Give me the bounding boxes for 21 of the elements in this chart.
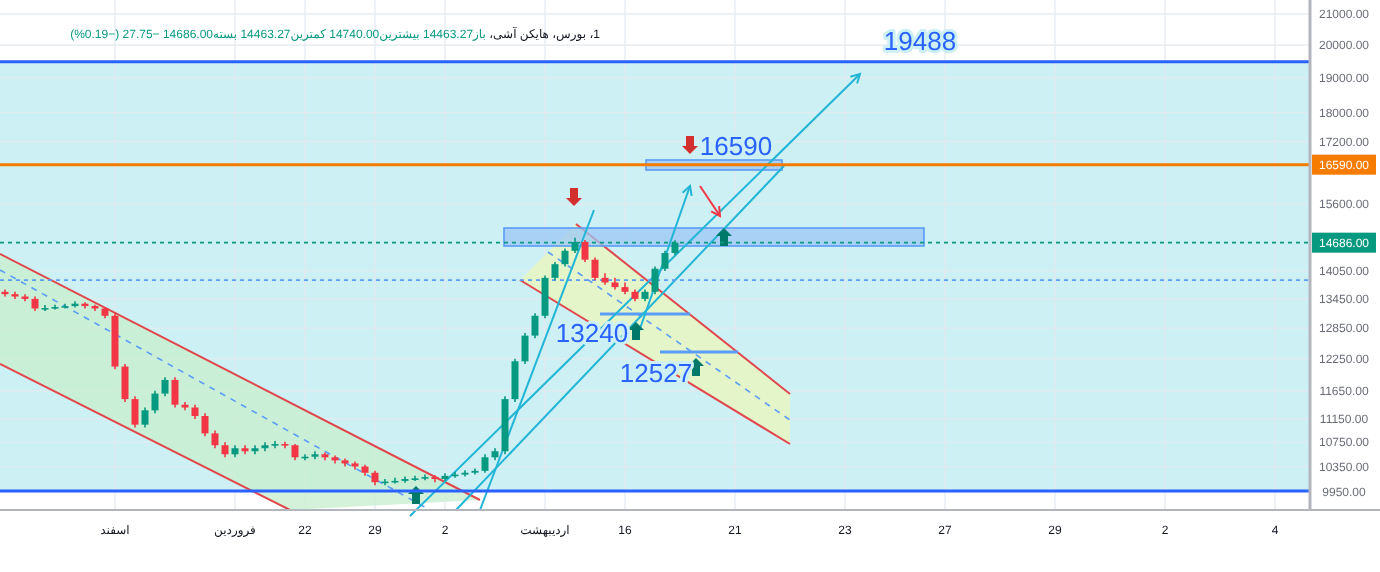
candlestick <box>551 261 559 281</box>
annotation: 16590 <box>699 130 773 161</box>
candlestick <box>201 412 209 438</box>
candlestick <box>151 390 159 414</box>
annotation: 19488 <box>883 25 957 56</box>
candlestick <box>511 357 519 403</box>
candlestick <box>481 453 489 474</box>
candlestick <box>471 467 479 476</box>
candlestick <box>581 239 589 263</box>
candlestick <box>591 256 599 281</box>
candlestick <box>531 312 539 339</box>
candlestick <box>431 474 439 483</box>
candlestick <box>661 250 669 272</box>
candlestick <box>141 406 149 429</box>
candlestick <box>131 395 139 429</box>
candlestick <box>161 376 169 398</box>
candlestick <box>521 332 529 365</box>
candlestick <box>541 274 549 320</box>
candlestick <box>171 376 179 409</box>
candlestick <box>121 363 129 403</box>
candlestick <box>651 265 659 295</box>
